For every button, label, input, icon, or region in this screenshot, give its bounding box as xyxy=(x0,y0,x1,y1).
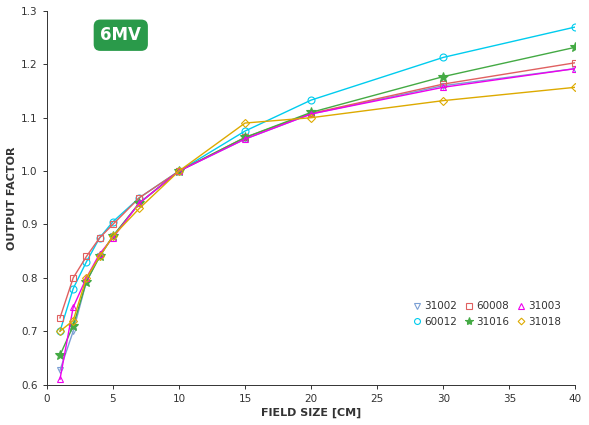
60008 xyxy=(70,275,77,281)
Line: 31016: 31016 xyxy=(55,42,580,360)
60012 xyxy=(440,55,447,60)
31018 xyxy=(440,98,447,103)
31003 xyxy=(110,235,117,241)
31018 xyxy=(307,115,315,120)
31002 xyxy=(307,111,315,116)
31016 xyxy=(135,201,143,206)
60012 xyxy=(572,24,579,29)
31003 xyxy=(307,111,315,116)
31003 xyxy=(135,201,143,206)
Line: 31002: 31002 xyxy=(57,65,579,374)
60008 xyxy=(440,82,447,87)
31016 xyxy=(110,234,117,239)
31003 xyxy=(83,275,90,281)
31016 xyxy=(241,135,249,140)
31018 xyxy=(176,169,183,174)
60012 xyxy=(83,259,90,264)
31002 xyxy=(440,83,447,88)
31018 xyxy=(70,318,77,323)
60008 xyxy=(83,254,90,259)
31003 xyxy=(176,169,183,174)
Line: 31018: 31018 xyxy=(57,85,578,334)
Legend: 31002, 60012, 60008, 31016, 31003, 31018: 31002, 60012, 60008, 31016, 31003, 31018 xyxy=(409,297,565,331)
60008 xyxy=(176,169,183,174)
31016 xyxy=(57,353,64,358)
31002 xyxy=(135,201,143,206)
60012 xyxy=(241,128,249,133)
60012 xyxy=(110,219,117,224)
Line: 60008: 60008 xyxy=(57,59,579,321)
Line: 31003: 31003 xyxy=(57,65,579,383)
31018 xyxy=(572,85,579,90)
60008 xyxy=(135,195,143,200)
60012 xyxy=(135,195,143,200)
31003 xyxy=(440,85,447,90)
31003 xyxy=(70,305,77,310)
31002 xyxy=(110,234,117,239)
31016 xyxy=(440,74,447,79)
60012 xyxy=(176,169,183,174)
31016 xyxy=(307,110,315,115)
31016 xyxy=(70,323,77,329)
31016 xyxy=(96,254,103,259)
31002 xyxy=(176,169,183,174)
60012 xyxy=(96,235,103,241)
31018 xyxy=(96,254,103,259)
31018 xyxy=(241,121,249,126)
60012 xyxy=(57,329,64,334)
60012 xyxy=(70,286,77,291)
60008 xyxy=(572,60,579,65)
Text: 6MV: 6MV xyxy=(100,26,141,44)
31003 xyxy=(57,377,64,382)
31002 xyxy=(241,136,249,142)
31016 xyxy=(176,169,183,174)
60008 xyxy=(110,222,117,227)
Y-axis label: OUTPUT FACTOR: OUTPUT FACTOR xyxy=(7,146,17,249)
60008 xyxy=(307,111,315,116)
Line: 60012: 60012 xyxy=(57,23,579,335)
31018 xyxy=(83,275,90,281)
31018 xyxy=(57,329,64,334)
31002 xyxy=(572,66,579,71)
31002 xyxy=(70,329,77,334)
31002 xyxy=(96,254,103,259)
31018 xyxy=(135,206,143,211)
60012 xyxy=(307,97,315,102)
31003 xyxy=(96,251,103,256)
60008 xyxy=(57,315,64,320)
60008 xyxy=(241,135,249,140)
31003 xyxy=(241,136,249,142)
60008 xyxy=(96,235,103,241)
31016 xyxy=(572,45,579,50)
31002 xyxy=(57,368,64,373)
31003 xyxy=(572,66,579,71)
31002 xyxy=(83,279,90,284)
31018 xyxy=(110,234,117,239)
X-axis label: FIELD SIZE [CM]: FIELD SIZE [CM] xyxy=(261,408,361,418)
31016 xyxy=(83,279,90,284)
